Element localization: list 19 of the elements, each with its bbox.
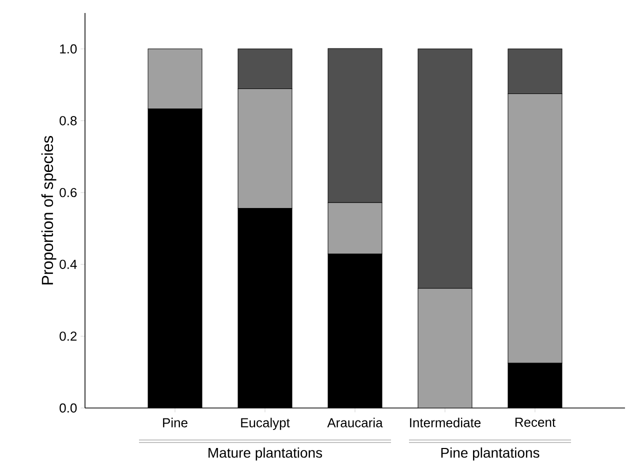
bar [508, 94, 562, 364]
x-tick-label: Eucalypt [241, 418, 290, 430]
y-tick-label: 1.0 [60, 44, 77, 54]
bar [148, 48, 202, 110]
y-tick-label: 0.8 [60, 116, 77, 126]
y-tick-label: 0.4 [60, 260, 77, 269]
y-tick-label: 0.2 [60, 332, 77, 341]
text: Mature plantations [208, 447, 322, 461]
x-tick-label: Pine [163, 418, 188, 428]
bar [238, 88, 292, 209]
y-tick-label: 0.0 [60, 403, 77, 413]
bar [418, 288, 472, 408]
text: Pine plantations [441, 447, 540, 461]
bar [328, 202, 382, 254]
y-tick-label: 0.6 [60, 188, 77, 198]
x-tick-label: Araucaria [327, 418, 383, 428]
x-tick-label: Intermediate [410, 418, 481, 428]
x-tick-label: Recent [515, 418, 556, 427]
y-axis-title: Proportion of species [41, 136, 56, 284]
